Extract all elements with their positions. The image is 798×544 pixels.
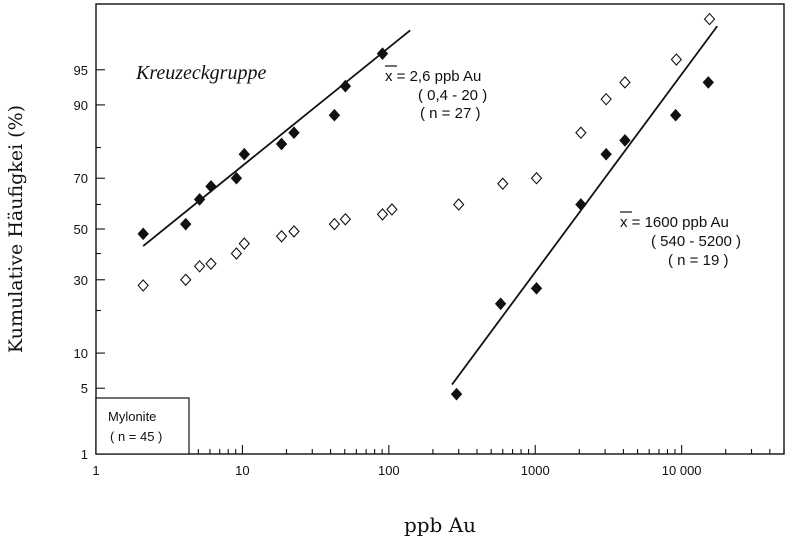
lower-mean-label: x = 1600 ppb Au <box>620 214 729 231</box>
filled-diamond-point <box>339 79 352 93</box>
filled-diamond-point <box>230 171 243 185</box>
filled-diamond-point <box>450 387 463 401</box>
filled-diamond-point <box>238 147 250 161</box>
open-diamond-point <box>670 53 683 66</box>
open-diamond-point <box>452 198 465 211</box>
filled-diamond-point <box>669 108 682 122</box>
filled-diamond-point <box>137 227 149 241</box>
filled-diamond-point <box>494 297 507 311</box>
open-diamond-point <box>376 208 389 221</box>
axis-ticks: 1 10 100 1000 10 000 1 5 10 30 50 70 90 95 <box>74 63 785 478</box>
y-tick-label: 90 <box>74 98 88 113</box>
filled-diamond-point <box>376 47 389 60</box>
filled-diamond-point <box>193 193 206 206</box>
lower-range-label: ( 540 - 5200 ) <box>651 233 741 250</box>
filled-diamond-point <box>600 147 612 161</box>
filled-diamond-point <box>702 76 714 89</box>
lower-n-label: ( n = 19 ) <box>668 252 728 269</box>
x-tick-label: 100 <box>378 463 400 478</box>
open-diamond-point <box>205 257 217 271</box>
open-diamond-point <box>530 171 543 185</box>
upper-mean-label: x = 2,6 ppb Au <box>385 68 481 85</box>
upper-n-label: ( n = 27 ) <box>420 105 480 122</box>
open-diamond-point <box>180 273 192 287</box>
open-diamond-point <box>275 229 288 243</box>
series-title: Kreuzeckgruppe <box>135 62 266 84</box>
filled-diamond-point <box>328 108 341 122</box>
filled-diamond-point <box>275 137 288 151</box>
open-diamond-point <box>339 212 352 226</box>
open-diamond-point <box>230 247 243 260</box>
fit-line <box>142 29 411 247</box>
filled-diamond-point <box>530 282 543 295</box>
open-diamond-point <box>328 217 341 231</box>
legend-box <box>95 397 190 455</box>
y-tick-label: 5 <box>81 381 88 396</box>
y-tick-label: 70 <box>74 171 88 186</box>
y-tick-label: 30 <box>74 273 88 288</box>
x-tick-label: 10 <box>235 463 249 478</box>
data-points <box>137 12 716 401</box>
filled-diamond-point <box>205 180 217 193</box>
open-diamond-point <box>619 76 631 89</box>
y-tick-label: 10 <box>74 346 88 361</box>
filled-diamond-point <box>575 198 587 211</box>
open-diamond-point <box>288 225 300 238</box>
open-diamond-point <box>703 12 716 26</box>
filled-diamond-point <box>180 217 192 231</box>
open-diamond-point <box>497 177 509 191</box>
legend-title: Mylonite <box>108 409 156 424</box>
open-diamond-point <box>575 126 587 140</box>
legend-n: ( n = 45 ) <box>110 429 162 444</box>
open-diamond-point <box>137 279 149 292</box>
open-diamond-point <box>600 92 612 106</box>
open-diamond-point <box>238 237 250 250</box>
x-tick-label: 1000 <box>521 463 550 478</box>
y-tick-label: 95 <box>74 63 88 78</box>
filled-diamond-point <box>288 126 300 140</box>
x-tick-label: 1 <box>92 463 99 478</box>
y-tick-label: 50 <box>74 222 88 237</box>
x-tick-label: 10 000 <box>662 463 702 478</box>
open-diamond-point <box>386 203 398 216</box>
x-axis-title: ppb Au <box>404 513 476 537</box>
upper-range-label: ( 0,4 - 20 ) <box>418 87 487 104</box>
y-tick-label: 1 <box>81 447 88 462</box>
y-axis-title: Kumulative Häufigkei (%) <box>5 105 27 353</box>
filled-diamond-point <box>619 134 631 147</box>
open-diamond-point <box>193 259 206 273</box>
